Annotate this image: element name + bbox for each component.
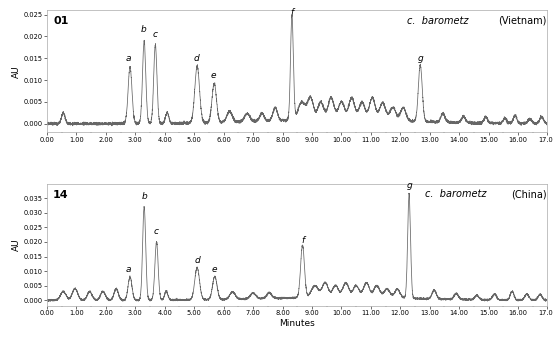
Text: c: c xyxy=(154,227,159,236)
X-axis label: Minutes: Minutes xyxy=(279,319,315,328)
Text: f: f xyxy=(290,8,294,17)
Text: b: b xyxy=(141,192,147,201)
Text: a: a xyxy=(125,54,131,63)
Text: d: d xyxy=(194,256,200,265)
Text: f: f xyxy=(301,236,304,245)
Text: e: e xyxy=(212,265,217,274)
Y-axis label: AU: AU xyxy=(12,239,21,251)
Text: c.  barometz: c. barometz xyxy=(425,189,487,199)
Text: e: e xyxy=(211,71,216,80)
Y-axis label: AU: AU xyxy=(12,65,21,78)
Text: b: b xyxy=(140,25,147,34)
Text: c.  barometz: c. barometz xyxy=(408,16,469,26)
Text: (Vietnam): (Vietnam) xyxy=(498,16,546,26)
Text: g: g xyxy=(406,181,412,190)
Text: g: g xyxy=(418,54,423,63)
Text: 14: 14 xyxy=(53,190,69,200)
Text: c: c xyxy=(153,30,158,38)
Text: (China): (China) xyxy=(511,189,546,199)
Text: a: a xyxy=(126,265,132,274)
Text: d: d xyxy=(194,54,200,63)
Text: 01: 01 xyxy=(53,16,69,26)
